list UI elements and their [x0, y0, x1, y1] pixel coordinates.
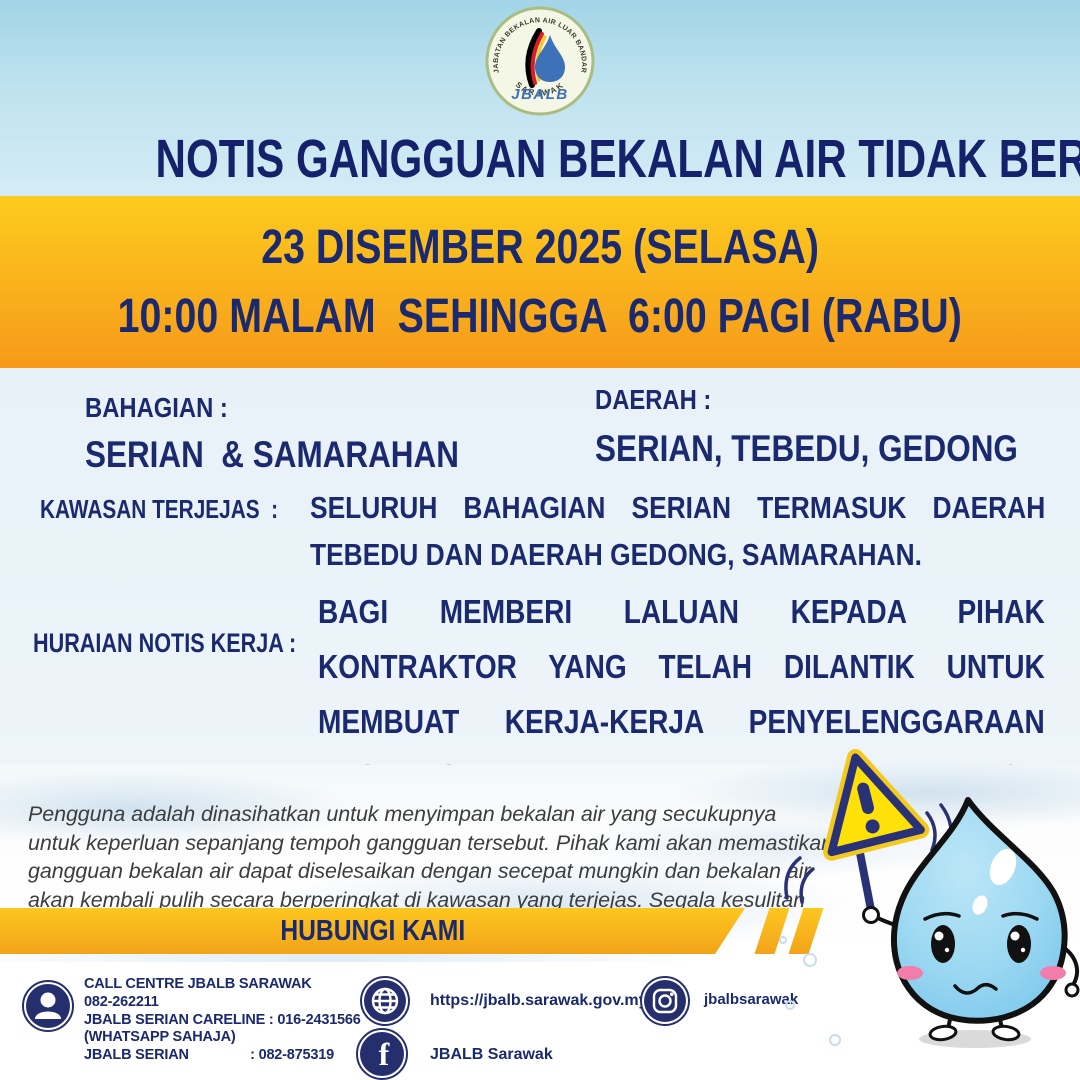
- instagram-icon: [644, 980, 686, 1022]
- mascot-face: [897, 911, 1066, 995]
- bahagian-label-text: BAHAGIAN :: [85, 392, 228, 423]
- logo-drop-icon: [535, 35, 565, 82]
- website-url: https://jbalb.sarawak.gov.my/: [430, 992, 652, 1009]
- huraian-label: HURAIAN NOTIS KERJA :: [33, 628, 362, 659]
- bahagian-block: BAHAGIAN : SERIAN & SAMARAHAN: [85, 392, 525, 476]
- body-highlight-2: [972, 895, 988, 915]
- facebook-badge: f: [356, 1028, 408, 1080]
- bubble-decorations: [779, 936, 841, 1046]
- huraian-label-text: HURAIAN NOTIS KERJA :: [33, 628, 297, 658]
- notice-title: NOTIS GANGGUAN BEKALAN AIR TIDAK BERJADU…: [0, 128, 1080, 190]
- facebook-icon: f: [360, 1032, 404, 1076]
- facebook-handle: JBALB Sarawak: [430, 1046, 553, 1063]
- instagram-handle: jbalbsarawak: [704, 991, 799, 1008]
- serian-number: : 082-875319: [250, 1047, 334, 1064]
- bahagian-label: BAHAGIAN :: [85, 392, 525, 424]
- body-highlight-1: [989, 848, 1017, 886]
- serian-line: JBALB SERIAN : 082-875319: [84, 1047, 334, 1065]
- contact-heading-bar: HUBUNGI KAMI: [0, 908, 745, 954]
- careline-line: JBALB SERIAN CARELINE : 016-2431566: [84, 1011, 361, 1028]
- date-line-1-text: 23 DISEMBER 2025 (SELASA): [261, 221, 819, 274]
- sign-stick: [856, 849, 876, 919]
- bahagian-value: SERIAN & SAMARAHAN: [85, 434, 525, 476]
- call-centre-label: CALL CENTRE JBALB SARAWAK: [84, 976, 312, 992]
- website-badge: [360, 976, 410, 1026]
- serian-label: JBALB SERIAN: [84, 1047, 189, 1064]
- mascot-left-hand: [862, 906, 880, 924]
- date-line-2-text: 10:00 MALAM SEHINGGA 6:00 PAGI (RABU): [117, 290, 963, 343]
- logo-flame-red: [530, 32, 544, 85]
- kawasan-label: KAWASAN TERJEJAS :: [40, 494, 338, 525]
- call-centre-number: 082-262211: [84, 993, 159, 1010]
- daerah-value-text: SERIAN, TEBEDU, GEDONG: [595, 428, 1018, 469]
- phone-contact-badge: [22, 980, 74, 1032]
- header-section: JABATAN BEKALAN AIR LUAR BANDAR SARAWAK …: [0, 0, 1080, 196]
- logo-flame-black: [525, 28, 542, 88]
- phone-contact-lines: CALL CENTRE JBALB SARAWAK 082-262211 JBA…: [84, 976, 386, 1065]
- daerah-block: DAERAH : SERIAN, TEBEDU, GEDONG: [595, 384, 1080, 470]
- jbalb-logo: JABATAN BEKALAN AIR LUAR BANDAR SARAWAK …: [483, 5, 597, 117]
- person-icon: [26, 984, 70, 1028]
- date-line-2: 10:00 MALAM SEHINGGA 6:00 PAGI (RABU): [25, 289, 1054, 344]
- bahagian-value-text: SERIAN & SAMARAHAN: [85, 434, 459, 475]
- daerah-label: DAERAH :: [595, 384, 1080, 416]
- kawasan-label-text: KAWASAN TERJEJAS :: [40, 494, 279, 524]
- jbalb-logo-icon: JABATAN BEKALAN AIR LUAR BANDAR SARAWAK …: [485, 6, 595, 116]
- logo-acronym: JBALB: [511, 86, 569, 103]
- daerah-value: SERIAN, TEBEDU, GEDONG: [595, 428, 1080, 470]
- warning-sign-icon: [784, 749, 953, 919]
- date-line-1: 23 DISEMBER 2025 (SELASA): [200, 220, 880, 275]
- kawasan-value: SELURUH BAHAGIAN SERIAN TERMASUK DAERAH …: [310, 490, 1046, 572]
- svg-text:f: f: [379, 1036, 390, 1072]
- careline-note: (WHATSAPP SAHAJA): [84, 1029, 236, 1046]
- notice-title-text: NOTIS GANGGUAN BEKALAN AIR TIDAK BERJADU…: [155, 129, 1080, 189]
- footer-section: CALL CENTRE JBALB SARAWAK 082-262211 JBA…: [0, 962, 1080, 1080]
- contact-heading: HUBUNGI KAMI: [280, 914, 465, 947]
- mascot-right-hand: [1064, 982, 1080, 998]
- instagram-badge: [640, 976, 690, 1026]
- water-drop-mascot: [779, 749, 1080, 1048]
- date-band: 23 DISEMBER 2025 (SELASA) 10:00 MALAM SE…: [0, 196, 1080, 368]
- globe-icon: [364, 980, 406, 1022]
- daerah-label-text: DAERAH :: [595, 384, 712, 415]
